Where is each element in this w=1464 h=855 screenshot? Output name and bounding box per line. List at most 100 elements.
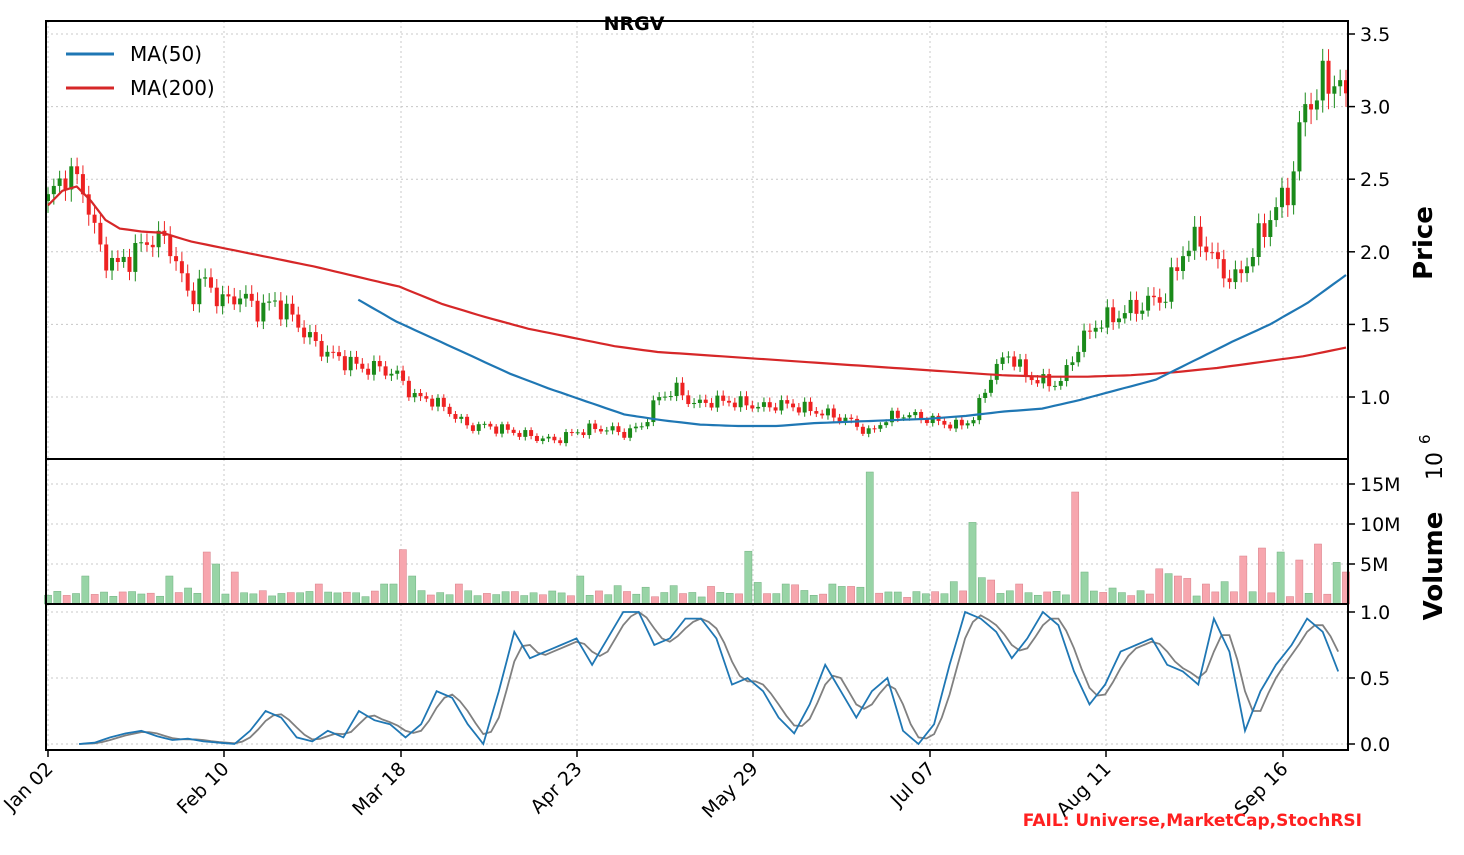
volume-bar (921, 593, 930, 605)
candle-body (1233, 269, 1238, 283)
candle-body (232, 296, 237, 305)
candle-body (1023, 359, 1028, 377)
candle-body (1157, 297, 1162, 303)
volume-bar (763, 593, 771, 605)
candle-body (482, 423, 487, 425)
price-tick-label: 2.0 (1360, 242, 1390, 264)
volume-bar (286, 592, 295, 605)
candle-body (954, 419, 959, 429)
volume-bar (1136, 590, 1145, 605)
volume-bar (81, 575, 90, 605)
candle-body (238, 298, 243, 305)
candle-body (1140, 310, 1145, 314)
volume-bar (548, 590, 557, 605)
volume-bar (137, 593, 146, 605)
volume-bar (1071, 491, 1080, 605)
candle-body (337, 352, 342, 357)
candle-body (977, 397, 982, 421)
volume-bar (1267, 592, 1276, 605)
candle-body (1169, 267, 1174, 302)
candle-body (389, 373, 394, 376)
volume-bar (1127, 595, 1136, 605)
volume-bar (240, 592, 248, 605)
volume-bar (977, 577, 986, 605)
candle-body (692, 402, 697, 405)
candle-body (395, 370, 400, 374)
candle-body (424, 396, 429, 399)
candle-body (924, 419, 929, 424)
candle-body (744, 396, 749, 406)
candle-body (1000, 357, 1005, 364)
candle-body (1245, 266, 1250, 274)
candle-body (46, 194, 50, 201)
volume-bar (408, 575, 417, 605)
candle-body (581, 432, 586, 436)
volume-bar (1276, 551, 1285, 605)
candle-body (552, 436, 557, 441)
volume-bar (912, 591, 921, 605)
volume-bar (1090, 590, 1098, 605)
candle-body (1332, 86, 1337, 94)
legend: MA(50) MA(200) (66, 42, 215, 100)
volume-bar (697, 596, 706, 605)
volume-bar (688, 592, 697, 605)
volume-bar (576, 575, 585, 605)
candle-body (92, 214, 97, 223)
volume-bar (1248, 591, 1257, 605)
candle-body (488, 423, 493, 427)
volume-bar (819, 593, 827, 605)
candle-body (703, 399, 708, 403)
candle-body (447, 406, 452, 415)
ma200-line (47, 185, 1347, 378)
candle-body (1186, 250, 1191, 257)
candle-body (255, 300, 260, 322)
volume-bar (1258, 547, 1266, 605)
volume-bar (772, 593, 781, 605)
price-tick-label: 3.5 (1360, 24, 1390, 46)
volume-bar (342, 591, 351, 605)
volume-bar (529, 592, 538, 605)
candle-body (791, 403, 796, 408)
candle-body (855, 418, 860, 427)
volume-bar (53, 591, 62, 605)
candle-body (1111, 307, 1116, 323)
volume-bar (1108, 587, 1117, 605)
candle-body (866, 428, 871, 434)
candle-body (965, 423, 970, 426)
volume-bar (398, 549, 407, 605)
volume-bar (1314, 543, 1322, 605)
candle-body (110, 257, 115, 271)
candle-body (1047, 374, 1052, 387)
candle-body (785, 400, 790, 404)
volume-bar (1304, 593, 1313, 605)
volume-bar (837, 586, 846, 605)
candle-body (779, 400, 784, 411)
volume-bar (847, 586, 855, 605)
candle-body (884, 422, 889, 426)
price-tick-label: 3.0 (1360, 97, 1390, 119)
volume-bar (809, 595, 818, 605)
volume-bar (1033, 594, 1042, 605)
candle-body (569, 432, 574, 434)
volume-bar (445, 594, 454, 605)
candle-body (983, 392, 988, 398)
candle-body (459, 416, 464, 419)
candle-body (500, 424, 505, 434)
candle-body (203, 277, 208, 279)
volume-bar (651, 596, 659, 605)
volume-bar (1146, 593, 1154, 605)
candle-body (80, 174, 85, 195)
stochrsi-lines (79, 610, 1340, 746)
volume-bar (744, 550, 753, 605)
candle-body (622, 431, 627, 438)
candle-body (86, 194, 91, 215)
candle-body (1151, 295, 1156, 298)
candle-body (872, 428, 877, 430)
x-tick-label: May 29 (698, 758, 763, 823)
candle-body (529, 430, 534, 436)
volume-bar (1024, 592, 1033, 605)
x-tick-label: Jan 02 (0, 758, 58, 816)
price-panel-frame (45, 20, 1349, 460)
candle-body (296, 314, 301, 328)
stochrsi-k-line (79, 610, 1340, 746)
